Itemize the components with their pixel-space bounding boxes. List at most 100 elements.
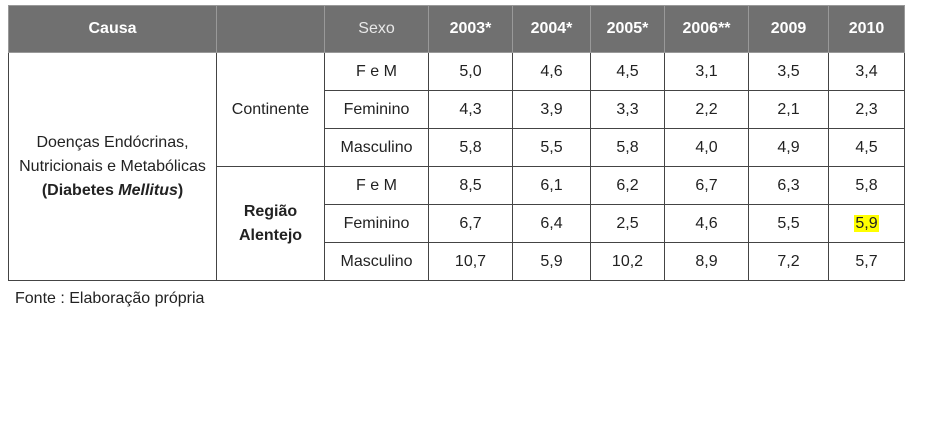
value: 6,7 [695,176,718,194]
value: 10,2 [611,252,644,270]
table-row: Masculino 5,8 5,5 5,8 4,0 4,9 4,5 [9,128,905,167]
value-cell: 8,5 [428,166,513,205]
value-cell: 3,1 [664,52,749,91]
value: 4,6 [695,214,718,232]
value: 3,9 [540,100,563,118]
value-cell: 4,5 [590,52,665,91]
value-cell: 5,5 [512,128,591,167]
value: 3,3 [616,100,639,118]
value-cell: 4,6 [664,204,749,243]
value: 6,1 [540,176,563,194]
header-cell: 2003* [428,5,513,53]
value-cell: 8,9 [664,242,749,281]
value-cell: 5,5 [748,204,829,243]
sex-cell: Masculino [324,242,429,281]
value: 5,8 [616,138,639,156]
value-cell: 4,5 [828,128,905,167]
sex-cell: Masculino [324,128,429,167]
value-cell: 10,2 [590,242,665,281]
value-cell: 4,0 [664,128,749,167]
region-cell: Região Alentejo [216,166,325,281]
value: 5,5 [777,214,800,232]
value: 4,5 [855,138,878,156]
value: 2,3 [855,100,878,118]
table-row: Região Alentejo F e M 8,5 6,1 6,2 6,7 6,3 5,8 [9,166,905,281]
cause-italic: Mellitus [118,181,178,199]
value: 2,1 [777,100,800,118]
value: 3,5 [777,62,800,80]
sex-cell: Feminino [324,90,429,129]
header-cell: 2006** [664,5,749,53]
paren: ) [177,181,184,199]
value-cell: 6,1 [512,166,591,205]
value-cell: 2,3 [828,90,905,129]
region-cell: Continente [216,52,325,167]
data-table: Causa Sexo 2003* 2004* 2005* 2006** 2009 2010 D… [8,5,905,281]
value: 6,2 [616,176,639,194]
value: 5,8 [855,176,878,194]
value: 7,2 [777,252,800,270]
value: 5,7 [855,252,878,270]
value: 5,0 [459,62,482,80]
value: 10,7 [454,252,487,270]
value: 2,5 [616,214,639,232]
table-row: Feminino 4,3 3,9 3,3 2,2 2,1 2,3 [9,90,905,129]
value-cell: 6,3 [748,166,829,205]
value: 4,5 [616,62,639,80]
header-cell: Causa [8,5,217,53]
table-body: Doenças Endócrinas, Nutricionais e Metab… [8,52,905,281]
value-cell: 6,2 [590,166,665,205]
value: 8,5 [459,176,482,194]
value-cell: 10,7 [428,242,513,281]
value-cell: 2,5 [590,204,665,243]
table-row: Doenças Endócrinas, Nutricionais e Metab… [8,52,905,281]
value-cell: 5,0 [428,52,513,91]
header-cell: 2010 [828,5,905,53]
value-cell: 5,8 [590,128,665,167]
cause-highlight: (Diabetes Mellitus) [42,182,183,199]
value-cell: 5,9 [828,204,905,243]
value: 8,9 [695,252,718,270]
value-cell: 6,7 [664,166,749,205]
value: 6,7 [459,214,482,232]
header-cell: Sexo [324,5,429,53]
value-cell: 4,6 [512,52,591,91]
value: 5,8 [459,138,482,156]
paren: ( [41,181,48,199]
value: 4,0 [695,138,718,156]
value-cell: 5,8 [428,128,513,167]
value-cell: 4,9 [748,128,829,167]
sex-cell: F e M [324,52,429,91]
table-row: Masculino 10,7 5,9 10,2 8,9 7,2 5,7 [9,242,905,281]
value: 4,3 [459,100,482,118]
value: 5,9 [854,214,879,232]
value-cell: 3,5 [748,52,829,91]
value-cell: 5,9 [512,242,591,281]
value: 6,3 [777,176,800,194]
sex-cell: Feminino [324,204,429,243]
cause-cell: Doenças Endócrinas, Nutricionais e Metab… [8,52,217,281]
value-cell: 6,4 [512,204,591,243]
value-cell: 3,9 [512,90,591,129]
header-cell: 2005* [590,5,665,53]
value: 6,4 [540,214,563,232]
sex-cell: F e M [324,166,429,205]
source-note: Fonte : Elaboração própria [15,290,205,307]
value: 4,6 [540,62,563,80]
value-cell: 5,8 [828,166,905,205]
header-row: Causa Sexo 2003* 2004* 2005* 2006** 2009 2010 [8,5,905,53]
value: 5,5 [540,138,563,156]
value: 2,2 [695,100,718,118]
value: 5,9 [540,252,563,270]
header-cell [216,5,325,53]
value: 4,9 [777,138,800,156]
cause-bold: Diabetes [47,181,114,199]
value-cell: 3,3 [590,90,665,129]
cause-text: Doenças Endócrinas, Nutricionais e Metab… [19,133,206,175]
header-cell: 2009 [748,5,829,53]
value-cell: 2,2 [664,90,749,129]
value: 3,4 [855,62,878,80]
value-cell: 5,7 [828,242,905,281]
value-cell: 4,3 [428,90,513,129]
